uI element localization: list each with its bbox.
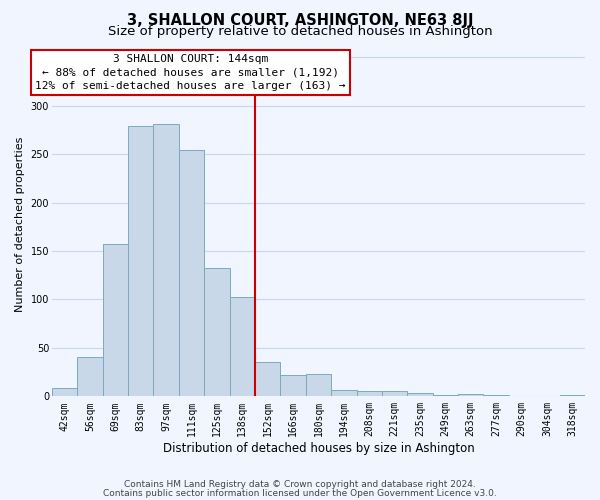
Bar <box>128 126 154 396</box>
Bar <box>331 390 356 396</box>
Bar <box>52 388 77 396</box>
Bar <box>204 268 230 396</box>
Bar <box>255 362 280 396</box>
Bar <box>280 375 306 396</box>
Bar <box>356 390 382 396</box>
Bar <box>154 124 179 396</box>
Text: Contains HM Land Registry data © Crown copyright and database right 2024.: Contains HM Land Registry data © Crown c… <box>124 480 476 489</box>
Bar <box>77 356 103 397</box>
Bar <box>382 392 407 396</box>
Bar <box>230 296 255 396</box>
Bar <box>179 150 204 396</box>
X-axis label: Distribution of detached houses by size in Ashington: Distribution of detached houses by size … <box>163 442 475 455</box>
Bar <box>103 244 128 396</box>
Text: 3 SHALLON COURT: 144sqm
← 88% of detached houses are smaller (1,192)
12% of semi: 3 SHALLON COURT: 144sqm ← 88% of detache… <box>35 54 346 90</box>
Text: Size of property relative to detached houses in Ashington: Size of property relative to detached ho… <box>107 25 493 38</box>
Text: 3, SHALLON COURT, ASHINGTON, NE63 8JJ: 3, SHALLON COURT, ASHINGTON, NE63 8JJ <box>127 12 473 28</box>
Y-axis label: Number of detached properties: Number of detached properties <box>15 136 25 312</box>
Text: Contains public sector information licensed under the Open Government Licence v3: Contains public sector information licen… <box>103 488 497 498</box>
Bar <box>458 394 484 396</box>
Bar <box>306 374 331 396</box>
Bar <box>407 394 433 396</box>
